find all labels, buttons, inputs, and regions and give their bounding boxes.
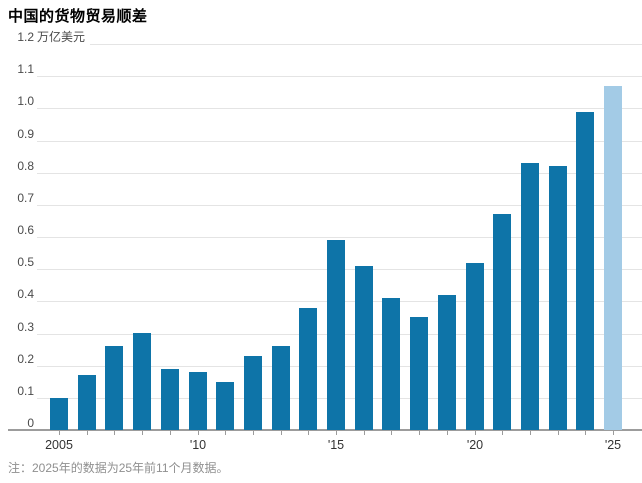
bar-2010 xyxy=(189,372,207,430)
bar-2013 xyxy=(272,346,290,430)
y-tick-label-0.1: 0.1 xyxy=(17,384,34,398)
x-tick-label-20: '20 xyxy=(466,438,484,452)
x-tick-2009 xyxy=(170,431,171,435)
bar-2008 xyxy=(133,333,151,430)
bar-2015 xyxy=(327,240,345,430)
bar-2025 xyxy=(604,86,622,430)
x-tick-2020 xyxy=(475,431,476,435)
gridline xyxy=(37,205,642,206)
gridline xyxy=(37,237,642,238)
bar-2005 xyxy=(50,398,68,430)
x-tick-label-2005: 2005 xyxy=(45,438,73,452)
bar-2006 xyxy=(78,375,96,430)
x-tick-2008 xyxy=(142,431,143,435)
bar-2020 xyxy=(466,263,484,430)
y-axis-unit-label: 万亿美元 xyxy=(37,30,86,44)
y-tick-label-1.2: 1.2 xyxy=(17,30,34,44)
gridline xyxy=(90,44,642,45)
x-tick-2014 xyxy=(308,431,309,435)
bar-2009 xyxy=(161,369,179,430)
y-tick-label-0.8: 0.8 xyxy=(17,159,34,173)
x-tick-2010 xyxy=(198,431,199,435)
bar-2023 xyxy=(549,166,567,430)
x-axis-line xyxy=(8,429,642,431)
x-tick-2011 xyxy=(225,431,226,435)
x-tick-label-25: '25 xyxy=(604,438,622,452)
y-tick-label-0.9: 0.9 xyxy=(17,127,34,141)
x-tick-2015 xyxy=(336,431,337,435)
footnote: 注：2025年的数据为25年前11个月数据。 xyxy=(8,461,229,475)
bar-2011 xyxy=(216,382,234,430)
y-tick-label-1.0: 1.0 xyxy=(17,94,34,108)
bar-2017 xyxy=(382,298,400,430)
y-tick-label-1.1: 1.1 xyxy=(17,62,34,76)
y-tick-label-0: 0 xyxy=(27,416,34,430)
gridline xyxy=(37,141,642,142)
bar-2021 xyxy=(493,214,511,430)
gridline xyxy=(37,108,642,109)
bar-2007 xyxy=(105,346,123,430)
x-tick-2013 xyxy=(281,431,282,435)
x-tick-2021 xyxy=(502,431,503,435)
y-tick-label-0.7: 0.7 xyxy=(17,191,34,205)
x-tick-2007 xyxy=(114,431,115,435)
bar-2018 xyxy=(410,317,428,430)
x-tick-2019 xyxy=(447,431,448,435)
y-tick-label-0.4: 0.4 xyxy=(17,287,34,301)
y-tick-label-0.2: 0.2 xyxy=(17,352,34,366)
x-tick-label-15: '15 xyxy=(327,438,345,452)
x-tick-2005 xyxy=(59,431,60,435)
chart-title: 中国的货物贸易顺差 xyxy=(8,8,148,25)
y-tick-label-0.5: 0.5 xyxy=(17,255,34,269)
bar-2019 xyxy=(438,295,456,430)
x-tick-2016 xyxy=(364,431,365,435)
gridline xyxy=(37,76,642,77)
x-tick-2025 xyxy=(613,431,614,435)
x-tick-2012 xyxy=(253,431,254,435)
x-tick-2022 xyxy=(530,431,531,435)
bar-2014 xyxy=(299,308,317,430)
x-tick-2017 xyxy=(391,431,392,435)
x-tick-2006 xyxy=(87,431,88,435)
x-tick-2018 xyxy=(419,431,420,435)
x-tick-2023 xyxy=(558,431,559,435)
bar-2016 xyxy=(355,266,373,430)
bar-2024 xyxy=(576,112,594,430)
y-tick-label-0.6: 0.6 xyxy=(17,223,34,237)
x-tick-label-10: '10 xyxy=(189,438,207,452)
bar-2012 xyxy=(244,356,262,430)
x-tick-2024 xyxy=(585,431,586,435)
gridline xyxy=(37,173,642,174)
y-tick-label-0.3: 0.3 xyxy=(17,320,34,334)
bar-2022 xyxy=(521,163,539,430)
